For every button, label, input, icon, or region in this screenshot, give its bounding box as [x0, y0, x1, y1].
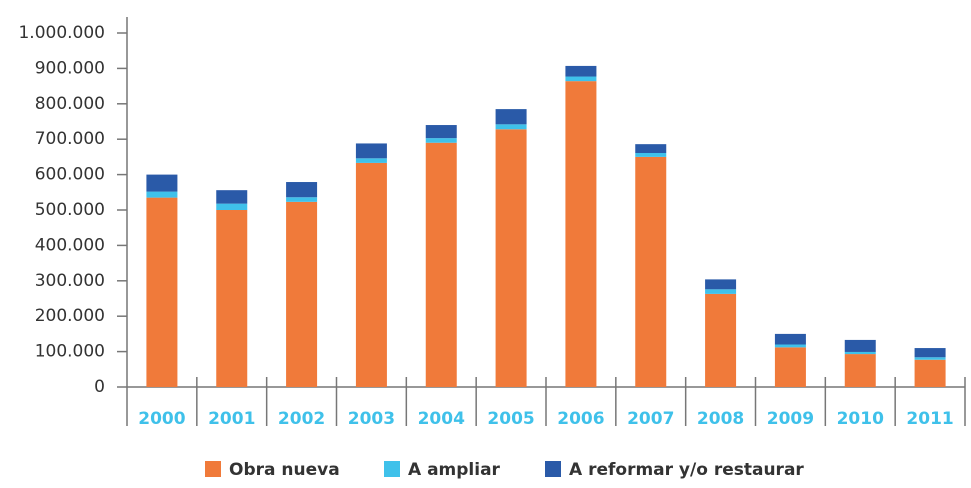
x-tick-label: 2000: [138, 409, 185, 429]
bar-segment: [844, 354, 876, 387]
bar-segment: [495, 109, 527, 125]
bar-segment: [565, 65, 597, 77]
bar-segment: [425, 138, 457, 143]
legend-swatch: [545, 461, 561, 477]
y-tick-label: 400.000: [35, 235, 105, 255]
y-tick-label: 700.000: [35, 129, 105, 149]
y-tick-label: 900.000: [35, 58, 105, 78]
bar-segment: [774, 344, 806, 348]
legend-swatch: [205, 461, 221, 477]
x-tick-label: 2004: [418, 409, 465, 429]
bar-segment: [146, 191, 178, 198]
bar-segment: [914, 348, 946, 358]
legend-label: Obra nueva: [229, 460, 340, 480]
bar-segment: [355, 158, 387, 163]
x-tick-label: 2001: [208, 409, 255, 429]
bar-segment: [146, 174, 178, 192]
bar-segment: [705, 289, 737, 294]
bar-segment: [565, 81, 597, 388]
bar-segment: [286, 201, 318, 387]
bar-segment: [216, 203, 248, 210]
bar-segment: [425, 142, 457, 387]
x-tick-label: 2010: [837, 409, 884, 429]
bar-segment: [844, 339, 876, 352]
y-tick-label: 300.000: [35, 271, 105, 291]
y-tick-label: 1.000.000: [18, 23, 105, 43]
bar-segment: [705, 279, 737, 290]
bar-segment: [565, 76, 597, 82]
y-tick-label: 0: [94, 377, 105, 397]
bar-segment: [914, 359, 946, 387]
bar-segment: [774, 333, 806, 345]
y-tick-label: 600.000: [35, 165, 105, 185]
bar-segment: [425, 125, 457, 139]
bar-segment: [216, 210, 248, 387]
x-tick-label: 2005: [487, 409, 534, 429]
bar-segment: [355, 162, 387, 387]
bar-segment: [774, 347, 806, 387]
x-tick-label: 2003: [348, 409, 395, 429]
legend-label: A ampliar: [408, 460, 501, 480]
x-tick-label: 2007: [627, 409, 674, 429]
bar-segment: [635, 156, 667, 387]
bar-segment: [495, 129, 527, 387]
bar-segment: [635, 144, 667, 154]
y-tick-label: 800.000: [35, 94, 105, 114]
bar-segment: [844, 351, 876, 355]
y-tick-label: 200.000: [35, 306, 105, 326]
y-tick-label: 500.000: [35, 200, 105, 220]
bar-segment: [286, 197, 318, 202]
x-tick-label: 2009: [767, 409, 814, 429]
x-tick-label: 2002: [278, 409, 325, 429]
bar-segment: [635, 153, 667, 157]
y-tick-label: 100.000: [35, 342, 105, 362]
x-tick-label: 2008: [697, 409, 744, 429]
legend-label: A reformar y/o restaurar: [569, 460, 804, 480]
bar-segment: [146, 197, 178, 387]
bar-segment: [705, 293, 737, 387]
bar-segment: [355, 143, 387, 159]
bar-segment: [914, 357, 946, 360]
bar-segment: [286, 182, 318, 198]
bar-segment: [216, 190, 248, 204]
legend-swatch: [384, 461, 400, 477]
x-tick-label: 2006: [557, 409, 604, 429]
x-tick-label: 2011: [906, 409, 953, 429]
bar-segment: [495, 124, 527, 130]
